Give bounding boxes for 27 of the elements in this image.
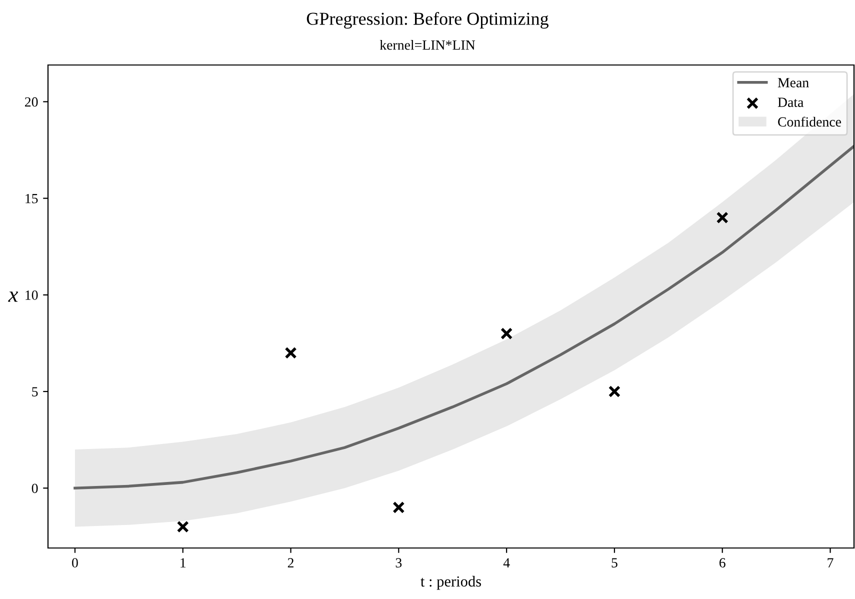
chart-subtitle: kernel=LIN*LIN bbox=[380, 40, 476, 50]
point bbox=[284, 346, 297, 359]
x-tick-label: 1 bbox=[180, 558, 186, 568]
x-tick-label: 5 bbox=[612, 558, 618, 568]
x-tick-label: 4 bbox=[503, 558, 510, 568]
chart-title: GPregression: Before Optimizing bbox=[306, 12, 549, 29]
point bbox=[392, 501, 405, 514]
y-tick-label: 10 bbox=[26, 290, 38, 300]
point bbox=[716, 212, 728, 224]
legend-label: Data bbox=[778, 98, 804, 107]
legend-label: Confidence bbox=[778, 116, 842, 127]
point bbox=[176, 520, 189, 533]
y-axis-title: x bbox=[8, 292, 18, 302]
y-tick-label: 20 bbox=[25, 97, 38, 107]
y-tick-label: 5 bbox=[32, 387, 38, 396]
legend-label: Mean bbox=[778, 78, 809, 88]
point bbox=[500, 328, 513, 340]
x-tick-label: 0 bbox=[72, 558, 78, 568]
x-tick-label: 7 bbox=[828, 558, 834, 568]
y-tick-label: 0 bbox=[32, 484, 38, 494]
line-series bbox=[74, 144, 854, 490]
x-axis-title: t : periods bbox=[420, 576, 481, 590]
point bbox=[608, 385, 621, 398]
x-tick-label: 3 bbox=[396, 558, 402, 568]
y-tick-label: 15 bbox=[26, 194, 38, 204]
x-tick-label: 6 bbox=[719, 558, 726, 568]
x-tick-label: 2 bbox=[288, 558, 294, 568]
